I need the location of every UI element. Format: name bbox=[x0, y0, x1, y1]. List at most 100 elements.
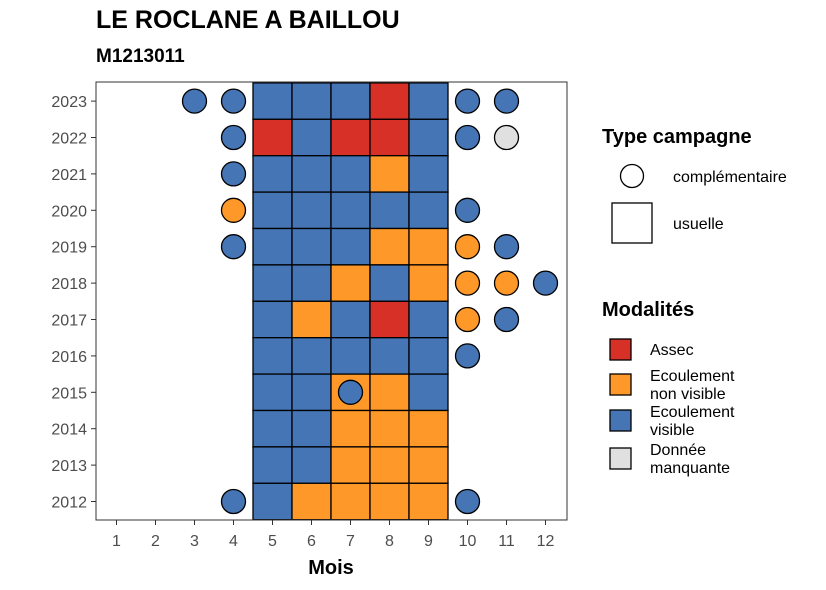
tile-2014-5 bbox=[252, 409, 293, 448]
tile-2017-9 bbox=[408, 300, 449, 339]
y-tick-label-2022: 2022 bbox=[51, 131, 87, 148]
y-tick-label-2020: 2020 bbox=[51, 203, 87, 220]
point-2020-10 bbox=[454, 197, 481, 223]
x-tick-label-5: 5 bbox=[268, 533, 277, 550]
tile-2015-5 bbox=[252, 373, 293, 412]
point-2012-4 bbox=[220, 488, 247, 515]
tile-2013-5 bbox=[252, 446, 293, 484]
legend-label-2-1: visible bbox=[650, 422, 695, 439]
x-tick-label-11: 11 bbox=[498, 533, 515, 550]
point-2022-11 bbox=[493, 124, 520, 151]
point-2020-4 bbox=[220, 197, 247, 223]
tile-2021-8 bbox=[369, 155, 410, 193]
legend-label-1-1: non visible bbox=[650, 386, 726, 403]
tile-2020-5 bbox=[252, 191, 293, 230]
tile-2017-5 bbox=[252, 300, 293, 339]
x-tick-label-7: 7 bbox=[346, 533, 355, 550]
tile-2016-6 bbox=[291, 337, 332, 375]
tile-2018-8 bbox=[369, 264, 410, 302]
legend-key-ecoulement-visible bbox=[609, 409, 632, 432]
tile-2017-7 bbox=[330, 300, 371, 339]
tile-2012-7 bbox=[330, 482, 371, 521]
tile-2023-5 bbox=[252, 82, 293, 120]
plot-area bbox=[181, 82, 559, 521]
tile-2022-8 bbox=[369, 118, 410, 157]
tile-2018-9 bbox=[408, 264, 449, 302]
tile-2021-6 bbox=[291, 155, 332, 193]
legend-label-3-0: Donnée bbox=[650, 442, 706, 459]
x-tick-label-9: 9 bbox=[424, 533, 433, 550]
tile-2017-6 bbox=[291, 300, 332, 339]
point-2023-3 bbox=[181, 88, 208, 114]
x-tick-label-4: 4 bbox=[229, 533, 238, 550]
tile-2014-7 bbox=[330, 409, 371, 448]
x-tick-label-8: 8 bbox=[385, 533, 394, 550]
x-axis-title: Mois bbox=[308, 557, 354, 579]
legend-modalites-title: Modalités bbox=[602, 299, 694, 321]
tile-2019-5 bbox=[252, 227, 293, 266]
point-2019-4 bbox=[220, 234, 247, 260]
y-tick-label-2016: 2016 bbox=[51, 349, 87, 366]
y-tick-label-2013: 2013 bbox=[51, 458, 87, 475]
point-2019-11 bbox=[493, 234, 520, 260]
tile-2015-9 bbox=[408, 373, 449, 412]
legend-label-2-0: Ecoulement bbox=[650, 404, 735, 421]
tile-2023-7 bbox=[330, 82, 371, 120]
tile-2023-8 bbox=[369, 82, 410, 120]
y-tick-label-2018: 2018 bbox=[51, 276, 87, 293]
x-tick-label-10: 10 bbox=[459, 533, 477, 550]
tile-2019-9 bbox=[408, 227, 449, 266]
y-tick-label-2012: 2012 bbox=[51, 495, 87, 512]
tile-2012-5 bbox=[252, 482, 293, 521]
legend-key-ecoulement-non-visible bbox=[609, 373, 632, 396]
x-tick-label-1: 1 bbox=[112, 533, 121, 550]
tile-2013-9 bbox=[408, 446, 449, 484]
tile-2020-9 bbox=[408, 191, 449, 230]
legend-campaign-title: Type campagne bbox=[602, 126, 752, 148]
tile-2022-9 bbox=[408, 118, 449, 157]
point-2023-4 bbox=[220, 88, 247, 114]
point-2017-10 bbox=[454, 306, 481, 333]
y-tick-label-2019: 2019 bbox=[51, 240, 87, 257]
x-tick-label-12: 12 bbox=[537, 533, 555, 550]
x-tick-label-3: 3 bbox=[190, 533, 199, 550]
tile-2020-8 bbox=[369, 191, 410, 230]
legend-key-assec bbox=[609, 338, 632, 361]
tile-2016-9 bbox=[408, 337, 449, 375]
y-tick-label-2017: 2017 bbox=[51, 313, 87, 330]
tile-2019-6 bbox=[291, 227, 332, 266]
tile-2016-5 bbox=[252, 337, 293, 375]
point-2015-7 bbox=[337, 379, 364, 405]
tile-2018-5 bbox=[252, 264, 293, 302]
point-2017-11 bbox=[493, 306, 520, 333]
tile-2015-6 bbox=[291, 373, 332, 412]
point-2023-10 bbox=[454, 88, 481, 114]
tile-2017-8 bbox=[369, 300, 410, 339]
tile-2016-8 bbox=[369, 337, 410, 375]
legend-key-donnée-manquante bbox=[609, 447, 632, 470]
y-tick-label-2021: 2021 bbox=[51, 167, 87, 184]
tile-2022-6 bbox=[291, 118, 332, 157]
tile-2018-6 bbox=[291, 264, 332, 302]
point-2018-10 bbox=[454, 270, 481, 296]
y-tick-label-2015: 2015 bbox=[51, 385, 87, 402]
tile-2012-9 bbox=[408, 482, 449, 521]
point-2018-11 bbox=[493, 270, 520, 296]
legend-campaign-type: Type campagne complémentaire usuelle bbox=[602, 126, 787, 244]
tile-2014-8 bbox=[369, 409, 410, 448]
legend-circle-key bbox=[619, 163, 645, 189]
legend-campaign-label-complementaire: complémentaire bbox=[673, 169, 787, 186]
tile-2020-6 bbox=[291, 191, 332, 230]
tile-2020-7 bbox=[330, 191, 371, 230]
point-2019-10 bbox=[454, 234, 481, 260]
tile-2019-7 bbox=[330, 227, 371, 266]
x-tick-label-6: 6 bbox=[307, 533, 316, 550]
tile-2013-6 bbox=[291, 446, 332, 484]
y-tick-label-2014: 2014 bbox=[51, 422, 87, 439]
tile-2021-7 bbox=[330, 155, 371, 193]
panel-border bbox=[95, 81, 568, 521]
tile-2013-7 bbox=[330, 446, 371, 484]
point-2021-4 bbox=[220, 161, 247, 187]
